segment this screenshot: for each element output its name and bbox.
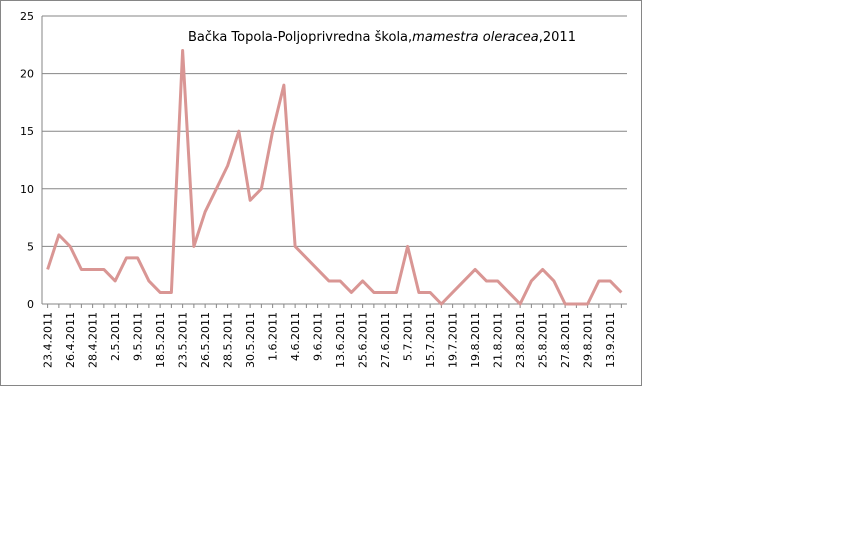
x-tick-label: 23.5.2011 — [177, 312, 190, 368]
title-part: ,2011 — [539, 30, 576, 45]
x-tick-label: 28.5.2011 — [222, 312, 235, 368]
x-tick-label: 13.9.2011 — [604, 312, 617, 368]
x-tick-label: 25.8.2011 — [537, 312, 550, 368]
x-tick-label: 27.8.2011 — [559, 312, 572, 368]
chart-title: Bačka Topola-Poljoprivredna škola,mamest… — [188, 30, 576, 45]
y-tick-label: 25 — [20, 10, 34, 23]
title-part: mamestra oleracea — [412, 30, 539, 45]
chart-border — [0, 0, 642, 386]
x-tick-label: 2.5.2011 — [109, 312, 122, 361]
y-tick-label: 15 — [20, 125, 34, 138]
y-tick-label: 5 — [27, 240, 34, 253]
x-tick-label: 15.7.2011 — [424, 312, 437, 368]
x-tick-label: 19.8.2011 — [469, 312, 482, 368]
x-tick-label: 26.5.2011 — [199, 312, 212, 368]
data-line — [46, 49, 623, 306]
y-tick-label: 0 — [27, 298, 34, 311]
x-tick-label: 28.4.2011 — [87, 312, 100, 368]
x-tick-label: 23.8.2011 — [514, 312, 527, 368]
x-tick-label: 27.6.2011 — [379, 312, 392, 368]
y-tick-label: 20 — [20, 68, 34, 81]
x-tick-label: 29.8.2011 — [582, 312, 595, 368]
x-tick-label: 13.6.2011 — [334, 312, 347, 368]
x-tick-label: 9.6.2011 — [312, 312, 325, 361]
x-tick-label: 1.6.2011 — [267, 312, 280, 361]
x-tick-label: 4.6.2011 — [289, 312, 302, 361]
x-tick-label: 21.8.2011 — [492, 312, 505, 368]
x-tick-label: 5.7.2011 — [402, 312, 415, 361]
x-tick-label: 26.4.2011 — [64, 312, 77, 368]
y-tick-label: 10 — [20, 183, 34, 196]
x-tick-label: 18.5.2011 — [154, 312, 167, 368]
x-tick-label: 19.7.2011 — [447, 312, 460, 368]
x-tick-label: 30.5.2011 — [244, 312, 257, 368]
x-tick-label: 23.4.2011 — [42, 312, 55, 368]
x-tick-label: 25.6.2011 — [357, 312, 370, 368]
title-part: Bačka Topola-Poljoprivredna škola, — [188, 30, 412, 45]
x-tick-label: 9.5.2011 — [132, 312, 145, 361]
